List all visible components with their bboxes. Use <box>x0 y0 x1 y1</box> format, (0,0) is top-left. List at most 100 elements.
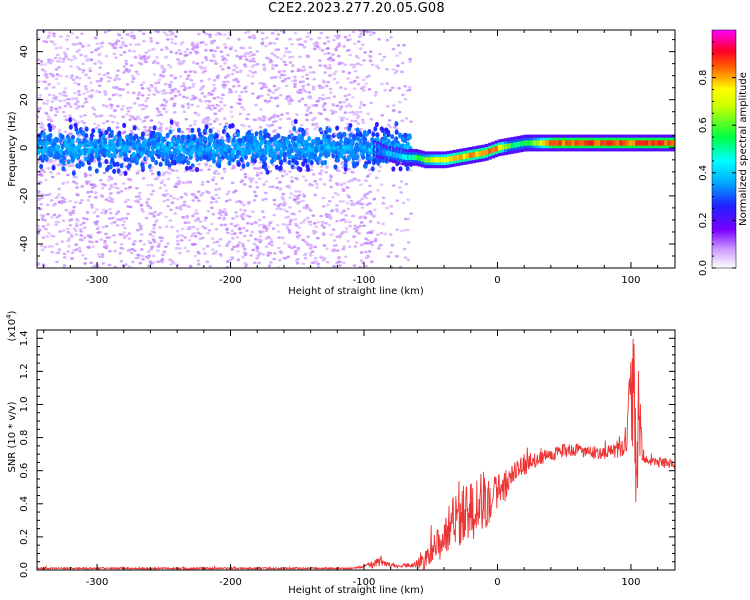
spectrogram-scatter-cell <box>335 219 339 223</box>
spectrogram-scatter-cell <box>64 208 69 212</box>
spectrogram-scatter-cell <box>242 183 247 186</box>
spectrogram-scatter-cell <box>333 132 337 136</box>
spectrogram-scatter-cell <box>187 205 192 209</box>
spectrogram-band-cell <box>276 133 281 139</box>
spectrogram-scatter-cell <box>387 119 392 122</box>
spectrogram-scatter-cell <box>55 260 59 264</box>
spectrogram-scatter-cell <box>301 220 306 224</box>
spectrogram-scatter-cell <box>318 177 323 181</box>
spectrogram-band-cell <box>175 138 180 145</box>
spectrogram-scatter-cell <box>70 32 75 35</box>
spectrogram-scatter-cell <box>94 196 98 199</box>
spectrogram-scatter-cell <box>230 167 235 170</box>
spectrogram-scatter-cell <box>184 193 189 197</box>
spectrogram-scatter-cell <box>246 113 251 116</box>
spectrogram-scatter-cell <box>120 108 124 111</box>
spectrogram-band-cell <box>350 140 355 146</box>
spectrogram-scatter-cell <box>243 65 248 68</box>
spectrogram-scatter-cell <box>225 260 230 263</box>
spectrogram-scatter-cell <box>45 203 50 207</box>
spectrogram-scatter-cell <box>320 49 325 52</box>
spectrogram-band-cell <box>355 145 360 152</box>
spectrogram-scatter-cell <box>237 94 242 98</box>
spectrogram-scatter-cell <box>364 196 369 200</box>
spectrogram-scatter-cell <box>97 72 102 76</box>
spectrogram-scatter-cell <box>381 222 385 226</box>
spectrogram-scatter-cell <box>274 88 278 92</box>
spectrogram-scatter-cell <box>153 86 158 90</box>
spectrogram-scatter-cell <box>182 110 187 114</box>
spectrogram-scatter-cell <box>325 260 330 264</box>
spectrogram-scatter-cell <box>144 216 149 220</box>
spectrogram-scatter-cell <box>180 130 185 134</box>
spectrogram-scatter-cell <box>397 87 401 90</box>
spectrogram-scatter-cell <box>335 208 339 211</box>
spectrogram-scatter-cell <box>287 228 291 232</box>
spectrogram-scatter-cell <box>90 89 94 92</box>
spectrogram-scatter-cell <box>48 192 52 196</box>
spectrogram-scatter-cell <box>160 236 164 240</box>
spectrogram-scatter-cell <box>65 227 70 231</box>
spectrogram-scatter-cell <box>212 83 216 87</box>
spectrogram-scatter-cell <box>184 117 189 121</box>
spectrogram-scatter-cell <box>201 191 205 195</box>
spectrogram-scatter-cell <box>386 123 391 127</box>
spectrogram-band-cell <box>157 132 162 138</box>
spectrogram-scatter-cell <box>208 122 213 126</box>
spectrogram-scatter-cell <box>209 201 214 204</box>
spectrogram-scatter-cell <box>45 235 49 238</box>
spectrogram-scatter-cell <box>209 93 214 96</box>
spectrogram-scatter-cell <box>220 135 224 139</box>
spectrogram-scatter-cell <box>324 171 329 174</box>
spectrogram-ridge-core <box>417 155 422 161</box>
spectrogram-scatter-cell <box>279 202 283 206</box>
spectrogram-scatter-cell <box>356 122 361 125</box>
spectrogram-scatter-cell <box>141 120 145 123</box>
spectrogram-scatter-cell <box>305 73 309 77</box>
spectrogram-scatter-cell <box>106 79 111 83</box>
spectrogram-scatter-cell <box>305 128 309 131</box>
spectrogram-scatter-cell <box>57 128 62 132</box>
spectrogram-scatter-cell <box>251 210 255 213</box>
spectrogram-scatter-cell <box>328 66 332 70</box>
spectrogram-scatter-cell <box>222 103 227 107</box>
spectrogram-scatter-cell <box>157 121 161 124</box>
spectrogram-scatter-cell <box>285 210 289 213</box>
spectrogram-scatter-cell <box>226 242 230 246</box>
spectrogram-band-cell <box>323 159 328 166</box>
spectrogram-scatter-cell <box>65 75 69 78</box>
spectrogram-scatter-cell <box>345 117 349 121</box>
spectrogram-scatter-cell <box>45 99 50 102</box>
spectrogram-scatter-cell <box>97 84 102 88</box>
spectrogram-scatter-cell <box>76 121 81 124</box>
spectrogram-scatter-cell <box>331 58 336 62</box>
spectrogram-scatter-cell <box>151 61 156 64</box>
spectrogram-scatter-cell <box>236 80 240 83</box>
spectrogram-band-cell <box>115 161 120 167</box>
spectrogram-scatter-cell <box>220 176 225 180</box>
spectrogram-scatter-cell <box>352 112 357 116</box>
spectrogram-peak-cell <box>105 145 110 150</box>
spectrogram-scatter-cell <box>114 93 119 96</box>
spectrogram-scatter-cell <box>341 187 345 191</box>
spectrogram-scatter-cell <box>109 191 113 195</box>
spectrogram-scatter-cell <box>201 236 205 240</box>
spectrogram-scatter-cell <box>238 112 243 116</box>
spectrogram-scatter-cell <box>119 190 124 193</box>
spectrogram-scatter-cell <box>208 33 213 37</box>
spectrogram-scatter-cell <box>81 68 86 72</box>
spectrogram-scatter-cell <box>290 69 295 73</box>
spectrogram-scatter-cell <box>365 254 370 257</box>
spectrogram-scatter-cell <box>298 88 302 92</box>
spectrogram-ridge-core <box>430 157 435 163</box>
spectrogram-scatter-cell <box>268 89 272 93</box>
spectrogram-scatter-cell <box>64 118 69 122</box>
spectrogram-scatter-cell <box>75 76 79 79</box>
spectrogram-band-cell <box>80 161 85 167</box>
spectrogram-scatter-cell <box>314 260 318 263</box>
spectrogram-scatter-cell <box>186 221 191 224</box>
spectrogram-peak-cell <box>297 143 302 147</box>
spectrogram-scatter-cell <box>237 97 242 101</box>
spectrogram-scatter-cell <box>321 105 326 109</box>
spectrogram-scatter-cell <box>267 242 272 245</box>
